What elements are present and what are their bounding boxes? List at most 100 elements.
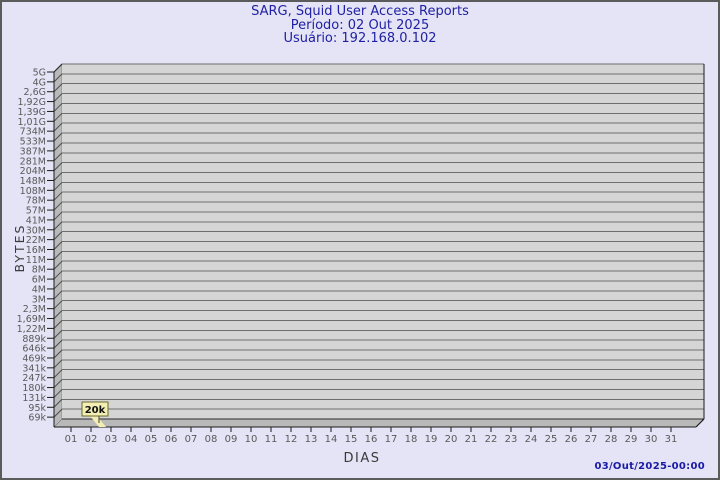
y-axis-tick-label: 2,6G <box>24 87 46 98</box>
x-axis-tick-label: 04 <box>125 434 138 445</box>
x-axis-tick-label: 29 <box>625 434 638 445</box>
y-tick-wall-slant <box>53 251 63 260</box>
y-tick-wall-slant <box>53 241 63 250</box>
y-axis-tick-label: 41M <box>26 215 46 226</box>
x-axis-tick-label: 26 <box>565 434 578 445</box>
x-axis-tick-label: 03 <box>105 434 118 445</box>
y-tick-wall-slant <box>53 191 63 201</box>
y-tick-wall-slant <box>53 142 63 152</box>
y-tick-wall-slant <box>53 112 63 122</box>
y-axis-tick-label: 131k <box>22 393 46 404</box>
y-axis-tick-label: 8M <box>32 265 46 276</box>
x-axis-tick-label: 01 <box>65 434 78 445</box>
x-axis-tick-label: 10 <box>245 434 258 445</box>
y-axis-tick-label: 95k <box>28 403 46 414</box>
chart-user-subtitle: Usuário: 192.168.0.102 <box>283 31 437 46</box>
y-tick-wall-slant <box>53 162 63 171</box>
y-axis-tick-label: 387M <box>20 146 46 157</box>
y-axis-tick-label: 6M <box>32 275 46 286</box>
y-axis-tick-label: 16M <box>26 245 46 256</box>
y-tick-wall-slant <box>53 359 63 369</box>
x-axis-tick-label: 31 <box>665 434 678 445</box>
y-axis-tick-label: 3M <box>32 294 46 305</box>
y-tick-wall-slant <box>53 211 63 221</box>
y-axis-tick-label: 30M <box>26 225 46 236</box>
y-axis-tick-label: 2,3M <box>23 304 46 315</box>
y-tick-wall-slant <box>53 231 63 240</box>
y-axis-tick-label: 341k <box>22 363 46 374</box>
chart-period-subtitle: Período: 02 Out 2025 <box>290 17 430 33</box>
y-axis-tick-label: 889k <box>22 334 46 345</box>
y-axis-tick-label: 1,01G <box>17 117 46 128</box>
y-axis-tick-label: 180k <box>22 383 46 394</box>
y-axis-tick-label: 22M <box>26 235 46 246</box>
y-axis-tick-label: 69k <box>28 413 46 424</box>
x-axis-tick-label: 20 <box>445 434 458 445</box>
y-tick-wall-slant <box>53 379 63 388</box>
y-tick-wall-slant <box>53 122 63 132</box>
y-axis-tick-label: 204M <box>20 166 46 177</box>
generation-timestamp: 03/Out/2025-00:00 <box>594 461 705 472</box>
y-tick-wall-slant <box>53 93 63 102</box>
y-tick-wall-slant <box>53 290 63 300</box>
y-tick-wall-slant <box>53 310 63 319</box>
y-tick-wall-slant <box>53 181 63 191</box>
y-tick-wall-slant <box>53 349 63 359</box>
x-axis-tick-label: 02 <box>85 434 98 445</box>
y-tick-wall-slant <box>53 369 63 379</box>
x-axis-tick-label: 06 <box>165 434 178 445</box>
y-axis-title: BYTES <box>12 224 27 273</box>
y-axis-tick-label: 1,22M <box>17 324 46 335</box>
y-axis-tick-label: 469k <box>22 353 46 364</box>
x-axis-tick-label: 08 <box>205 434 218 445</box>
y-tick-wall-slant <box>53 152 63 162</box>
x-axis-tick-label: 07 <box>185 434 198 445</box>
x-axis-tick-label: 14 <box>325 434 338 445</box>
x-axis-tick-label: 17 <box>385 434 398 445</box>
data-point-flag-label: 20k <box>85 405 106 416</box>
y-tick-wall-slant <box>53 103 63 112</box>
y-axis-tick-label: 11M <box>26 255 46 266</box>
x-axis-tick-label: 13 <box>305 434 318 445</box>
y-tick-wall-slant <box>53 320 63 329</box>
y-axis-tick-label: 57M <box>26 206 46 217</box>
x-axis-title: DIAS <box>344 451 381 466</box>
y-axis-tick-label: 4G <box>33 77 46 88</box>
y-axis-tick-label: 148M <box>20 176 46 187</box>
x-axis-tick-label: 22 <box>485 434 498 445</box>
y-tick-wall-slant <box>53 73 63 83</box>
y-axis-tick-label: 1,92G <box>17 97 46 108</box>
y-axis-tick-label: 247k <box>22 373 46 384</box>
x-axis-tick-label: 19 <box>425 434 438 445</box>
chart-title-block: SARG, Squid User Access Reports Período:… <box>2 5 718 46</box>
y-axis-tick-label: 108M <box>20 186 46 197</box>
x-axis-tick-label: 09 <box>225 434 238 445</box>
y-axis-tick-label: 646k <box>22 344 46 355</box>
y-tick-wall-slant <box>53 329 63 339</box>
x-axis-tick-label: 30 <box>645 434 658 445</box>
x-axis-tick-label: 28 <box>605 434 618 445</box>
x-axis-tick-label: 12 <box>285 434 298 445</box>
y-axis-tick-label: 1,69M <box>17 314 46 325</box>
y-tick-wall-slant <box>53 132 63 142</box>
y-tick-wall-slant <box>53 339 63 349</box>
y-axis-tick-label: 4M <box>32 284 46 295</box>
y-axis-tick-label: 281M <box>20 156 46 167</box>
y-axis-tick-label: 78M <box>26 196 46 207</box>
x-axis-tick-label: 16 <box>365 434 378 445</box>
y-tick-wall-slant <box>53 389 63 398</box>
wall-top-edge <box>53 63 63 73</box>
y-tick-wall-slant <box>53 270 63 280</box>
x-axis-tick-label: 18 <box>405 434 418 445</box>
y-axis-tick-label: 1,39G <box>17 107 46 118</box>
y-axis-tick-label: 533M <box>20 137 46 148</box>
y-axis-tick-label: 734M <box>20 127 46 138</box>
bottom-floor-3d <box>53 418 705 428</box>
data-point-flag <box>81 401 109 417</box>
y-tick-wall-slant <box>53 221 63 231</box>
x-axis-tick-label: 21 <box>465 434 478 445</box>
y-tick-wall-slant <box>53 398 63 408</box>
y-tick-wall-slant <box>53 260 63 270</box>
x-axis-tick-label: 24 <box>525 434 538 445</box>
